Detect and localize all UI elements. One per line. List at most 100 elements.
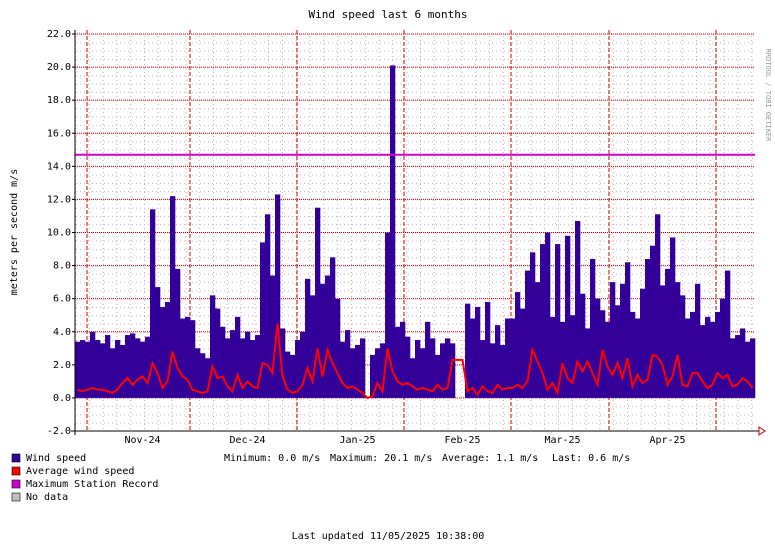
plot bbox=[75, 65, 756, 400]
bar bbox=[160, 306, 166, 398]
bar bbox=[145, 336, 151, 398]
bar bbox=[260, 242, 266, 398]
y-tick-label: 8.0 bbox=[53, 261, 71, 272]
y-tick-label: 16.0 bbox=[47, 128, 71, 139]
bar bbox=[520, 308, 526, 398]
axis-arrow bbox=[758, 426, 766, 436]
bar bbox=[470, 318, 476, 398]
bar bbox=[310, 295, 316, 398]
bar bbox=[530, 252, 536, 398]
x-tick-label: Apr-25 bbox=[649, 435, 685, 446]
bar bbox=[270, 275, 276, 398]
bar bbox=[510, 318, 516, 398]
bar bbox=[265, 214, 271, 398]
stat: Last: 0.6 m/s bbox=[552, 453, 630, 464]
bar bbox=[240, 338, 246, 398]
bar bbox=[75, 341, 81, 398]
bar bbox=[485, 301, 491, 398]
bar bbox=[230, 330, 236, 398]
bar bbox=[695, 283, 701, 398]
bar bbox=[200, 353, 206, 398]
bar bbox=[175, 268, 181, 398]
stat: Maximum: 20.1 m/s bbox=[330, 453, 432, 464]
legend-swatch bbox=[11, 479, 21, 489]
y-tick-label: 18.0 bbox=[47, 95, 71, 106]
legend-swatch bbox=[11, 492, 21, 502]
bar bbox=[130, 333, 136, 398]
bar bbox=[275, 194, 281, 398]
legend-label: No data bbox=[26, 492, 68, 503]
bar bbox=[255, 335, 261, 398]
bar bbox=[545, 232, 551, 398]
bar bbox=[420, 348, 426, 398]
bar bbox=[210, 295, 216, 398]
x-tick-label: Feb-25 bbox=[444, 435, 480, 446]
bar bbox=[180, 318, 186, 398]
legend-swatch bbox=[11, 453, 21, 463]
bar bbox=[660, 285, 666, 398]
bar bbox=[395, 326, 401, 398]
bar bbox=[715, 311, 721, 398]
y-tick-label: 22.0 bbox=[47, 29, 71, 40]
bar bbox=[285, 351, 291, 398]
bar bbox=[575, 220, 581, 398]
side-credit: RRDTOOL / TOBI OETIKER bbox=[764, 49, 772, 143]
y-tick-label: -2.0 bbox=[47, 426, 71, 437]
y-tick-label: 14.0 bbox=[47, 161, 71, 172]
bar bbox=[85, 341, 91, 398]
bar bbox=[185, 316, 191, 398]
bar bbox=[690, 311, 696, 398]
bar bbox=[90, 331, 96, 398]
bar bbox=[555, 244, 561, 398]
legend-label: Wind speed bbox=[26, 453, 86, 464]
bar bbox=[475, 306, 481, 398]
bar bbox=[685, 318, 691, 398]
bar bbox=[490, 343, 496, 398]
bar bbox=[445, 338, 451, 398]
bar bbox=[750, 338, 756, 398]
bar bbox=[225, 338, 231, 398]
bar bbox=[120, 344, 126, 398]
bar bbox=[625, 262, 631, 398]
bar bbox=[415, 340, 421, 398]
bar bbox=[680, 295, 686, 398]
bar bbox=[105, 335, 111, 398]
bar bbox=[375, 348, 381, 398]
bar bbox=[480, 340, 486, 398]
bar bbox=[730, 338, 736, 398]
bar bbox=[570, 315, 576, 398]
stats: Minimum: 0.0 m/s Maximum: 20.1 m/s Average… bbox=[224, 453, 630, 464]
legend: Wind speed Average wind speed Maximum Stat… bbox=[11, 453, 158, 503]
legend-swatch bbox=[11, 466, 21, 476]
x-tick-label: Jan-25 bbox=[339, 435, 375, 446]
bar bbox=[515, 292, 521, 398]
bar bbox=[95, 340, 101, 398]
chart-title: Wind speed last 6 months bbox=[309, 8, 468, 21]
bar bbox=[735, 335, 741, 398]
bar bbox=[135, 338, 141, 398]
bar bbox=[315, 207, 321, 398]
stat: Average: 1.1 m/s bbox=[442, 453, 538, 464]
bar bbox=[125, 335, 131, 398]
bar bbox=[560, 321, 566, 398]
bar bbox=[195, 348, 201, 398]
bar bbox=[450, 343, 456, 398]
y-tick-label: 2.0 bbox=[53, 360, 71, 371]
y-tick-label: 10.0 bbox=[47, 228, 71, 239]
bar bbox=[550, 316, 556, 398]
bar bbox=[410, 358, 416, 398]
bar bbox=[605, 321, 611, 398]
bar bbox=[190, 320, 196, 398]
bar bbox=[535, 282, 541, 398]
bar bbox=[655, 214, 661, 398]
bar bbox=[280, 328, 286, 398]
bar bbox=[355, 344, 361, 398]
stat: Minimum: 0.0 m/s bbox=[224, 453, 320, 464]
bar bbox=[580, 293, 586, 398]
month-lines bbox=[86, 30, 717, 431]
bar bbox=[115, 340, 121, 398]
bar bbox=[295, 340, 301, 398]
bar bbox=[320, 283, 326, 398]
bar bbox=[440, 343, 446, 398]
